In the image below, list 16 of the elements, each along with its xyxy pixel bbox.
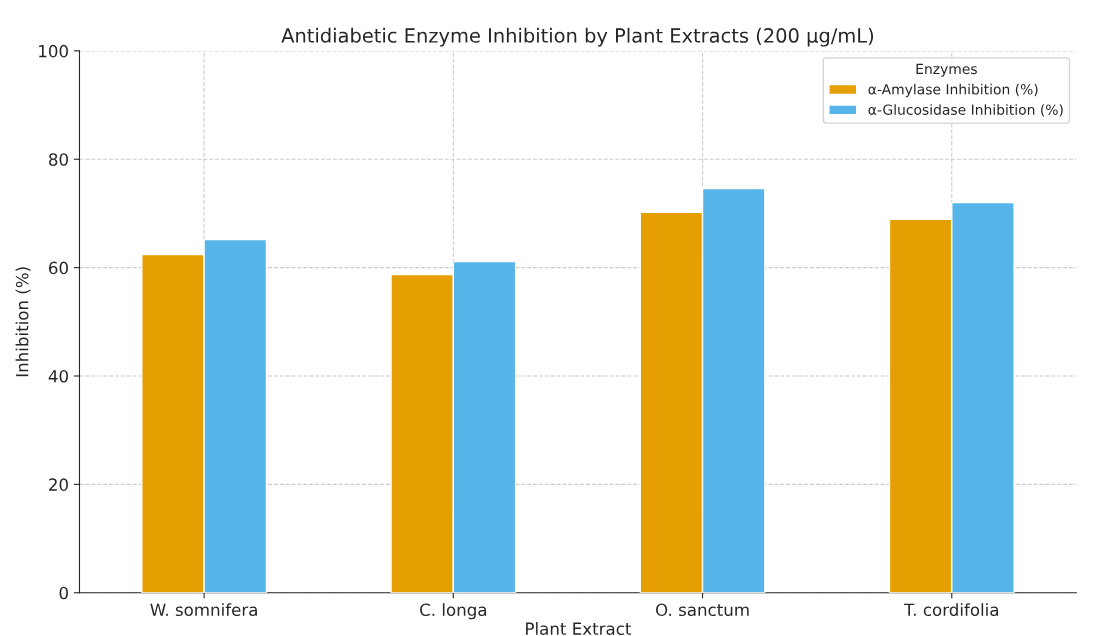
x-axis-title: Plant Extract <box>526 622 632 635</box>
x-tick-label: W. somnifera <box>150 603 257 617</box>
y-tick-label: 100 <box>39 44 68 58</box>
legend-label: α-Amylase Inhibition (%) <box>868 83 1038 98</box>
chart-title: Antidiabetic Enzyme Inhibition by Plant Extracts (200 µg/mL) <box>281 27 874 47</box>
legend-title: Enzymes <box>916 63 977 77</box>
y-tick-label: 40 <box>48 369 68 383</box>
x-tick-label: O. sanctum <box>655 603 749 617</box>
x-tick-label: T. cordifolia <box>904 603 999 617</box>
y-tick-label: 60 <box>49 261 68 275</box>
y-tick-label: 80 <box>48 153 68 166</box>
y-tick-label: 20 <box>49 478 68 491</box>
legend-label: α-Glucosidase Inhibition (%) <box>868 104 1063 117</box>
y-axis-title: Inhibition (%) <box>15 267 31 377</box>
x-tick-label: C. longa <box>420 603 487 620</box>
y-tick-label: 0 <box>59 586 68 600</box>
